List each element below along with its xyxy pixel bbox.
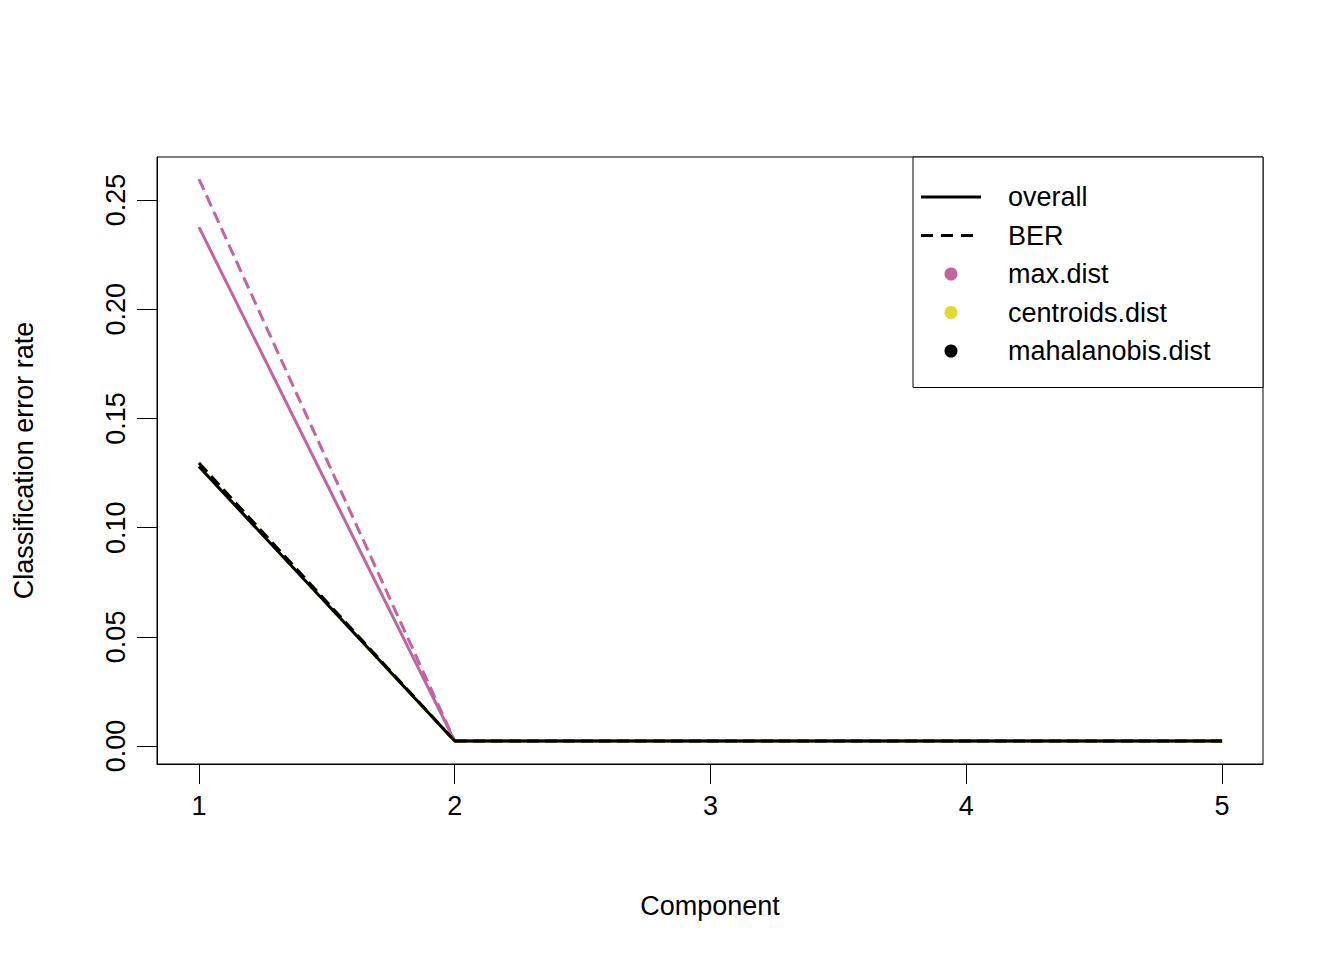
- svg-text:0.25: 0.25: [101, 174, 131, 227]
- svg-text:0.10: 0.10: [101, 501, 131, 554]
- svg-text:mahalanobis.dist: mahalanobis.dist: [1008, 336, 1211, 366]
- svg-text:BER: BER: [1008, 221, 1064, 251]
- svg-text:0.20: 0.20: [101, 283, 131, 336]
- svg-text:Component: Component: [640, 891, 780, 921]
- svg-text:3: 3: [703, 791, 718, 821]
- svg-text:5: 5: [1215, 791, 1230, 821]
- svg-text:1: 1: [191, 791, 206, 821]
- svg-text:0.05: 0.05: [101, 611, 131, 664]
- svg-text:max.dist: max.dist: [1008, 259, 1109, 289]
- svg-text:0.00: 0.00: [101, 720, 131, 773]
- svg-text:4: 4: [959, 791, 974, 821]
- svg-text:overall: overall: [1008, 182, 1088, 212]
- svg-text:Classification error rate: Classification error rate: [9, 322, 39, 600]
- svg-text:centroids.dist: centroids.dist: [1008, 298, 1168, 328]
- svg-text:2: 2: [447, 791, 462, 821]
- svg-text:0.15: 0.15: [101, 392, 131, 445]
